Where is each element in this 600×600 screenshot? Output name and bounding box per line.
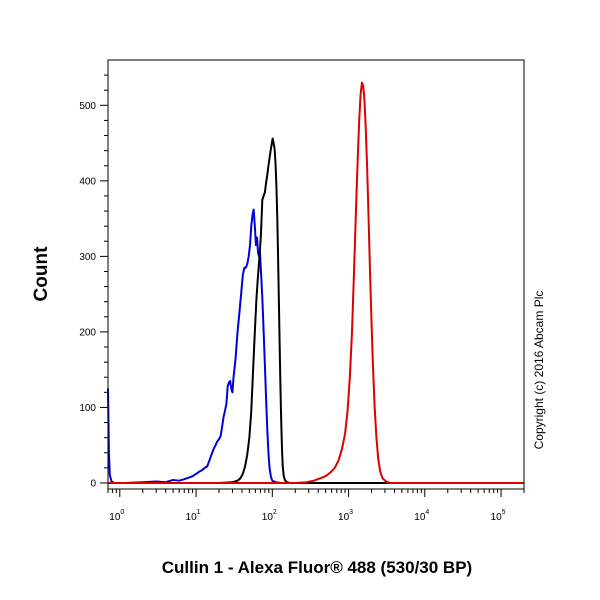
x-tick-label: 102 [262,509,277,523]
copyright-annotation: Copyright (c) 2016 Abcam Plc [532,291,546,450]
x-tick-label: 104 [414,509,429,523]
y-tick-label: 0 [90,478,96,489]
y-tick-label: 200 [79,327,96,338]
x-tick-label: 100 [109,509,124,523]
series-layer [107,81,524,484]
histogram-series-red [108,81,524,484]
x-tick-label: 103 [338,509,353,523]
histogram-series-black [108,137,524,484]
y-tick-label: 500 [79,101,96,112]
y-tick-label: 100 [79,403,96,414]
axis-layer: 0 100 200 300 400 500 100 101 102 103 104 105 [79,59,525,523]
x-axis-title: Cullin 1 - Alexa Fluor® 488 (530/30 BP) [162,558,472,577]
y-axis-title: Count [31,246,52,302]
x-tick-label: 105 [491,509,506,523]
y-tick-label: 400 [79,176,96,187]
x-tick-label: 101 [186,509,201,523]
y-tick-label: 300 [79,252,96,263]
plot-frame [107,59,525,490]
histogram-series-blue [107,208,524,484]
